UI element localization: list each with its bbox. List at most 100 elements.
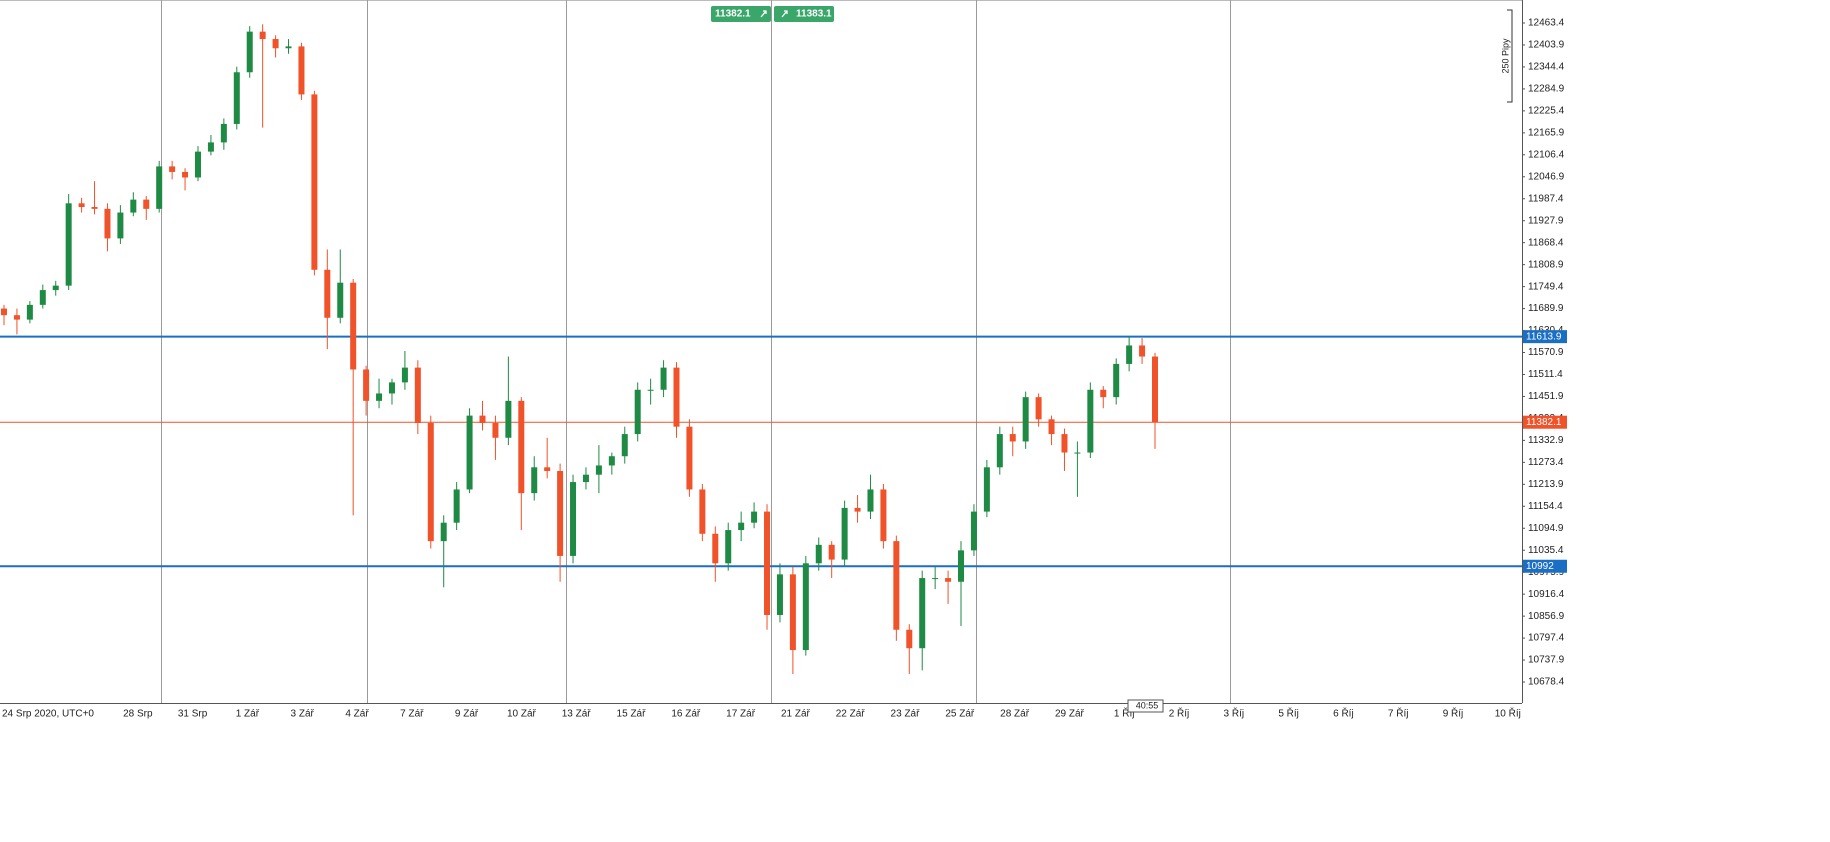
- candle-body: [440, 522, 447, 542]
- trade-button-label[interactable]: 11382.1: [715, 9, 751, 20]
- candle-body: [906, 629, 913, 649]
- x-tick-label: 7 Zář: [400, 709, 424, 720]
- candle-body: [324, 269, 331, 318]
- y-tick-label: 12463.4: [1528, 18, 1565, 29]
- candle-body: [505, 400, 512, 438]
- candle-body: [65, 203, 72, 286]
- candle-body: [557, 470, 564, 556]
- candle-body: [91, 207, 98, 209]
- candle-body: [738, 522, 745, 531]
- candle-body: [634, 389, 641, 435]
- trade-button-bg[interactable]: [711, 6, 771, 22]
- candle-body: [492, 422, 499, 438]
- arrow-icon[interactable]: [781, 10, 788, 18]
- candle-body: [815, 544, 822, 564]
- candle-body: [272, 39, 279, 49]
- y-tick-label: 11987.4: [1528, 193, 1564, 204]
- candle-body: [246, 31, 253, 73]
- trade-button-label[interactable]: 11383.1: [796, 9, 832, 20]
- y-tick-label: 11570.9: [1528, 347, 1564, 358]
- x-tick-label: 5 Říj: [1278, 707, 1299, 720]
- x-tick-label: 6 Říj: [1333, 707, 1354, 720]
- candle-body: [1009, 434, 1016, 442]
- y-tick-label: 12344.4: [1528, 62, 1565, 73]
- candle-body: [1061, 434, 1068, 453]
- candle-body: [1100, 389, 1107, 398]
- candle-body: [182, 171, 189, 178]
- candle-body: [130, 199, 137, 213]
- candle-body: [1152, 356, 1158, 423]
- x-tick-label: 28 Srp: [123, 709, 153, 720]
- candle-body: [104, 208, 111, 239]
- candle-body: [544, 467, 551, 471]
- candle-body: [776, 574, 783, 615]
- y-tick-label: 11451.9: [1528, 391, 1564, 402]
- trade-button-bg[interactable]: [774, 6, 834, 22]
- y-tick-label: 11213.9: [1528, 479, 1564, 490]
- x-tick-label: 23 Zář: [891, 709, 921, 720]
- candle-body: [686, 426, 693, 490]
- y-tick-label: 11868.4: [1528, 237, 1564, 248]
- candle-body: [479, 415, 486, 423]
- candle-body: [78, 203, 85, 208]
- price-tag: [1523, 415, 1567, 429]
- x-tick-label: 28 Zář: [1000, 709, 1030, 720]
- candle-body: [1022, 397, 1029, 442]
- y-tick-label: 10916.4: [1528, 589, 1565, 600]
- candle-body: [945, 578, 952, 582]
- candle-body: [751, 511, 758, 523]
- scale-bracket: [1507, 9, 1513, 103]
- candle-body: [531, 467, 538, 494]
- y-tick-label: 11927.9: [1528, 215, 1564, 226]
- candle-body: [725, 530, 732, 564]
- y-tick-label: 11332.9: [1528, 435, 1564, 446]
- candle-body: [26, 304, 33, 320]
- candle-body: [647, 389, 654, 391]
- x-tick-label: 25 Zář: [945, 709, 975, 720]
- candle-body: [143, 199, 150, 209]
- y-tick-label: 12106.4: [1528, 149, 1565, 160]
- x-tick-label: 3 Říj: [1224, 707, 1245, 720]
- candle-body: [414, 367, 421, 423]
- x-tick-label: 7 Říj: [1388, 707, 1409, 720]
- candle-body: [958, 550, 965, 582]
- y-tick-label: 11808.9: [1528, 259, 1564, 270]
- price-tag: [1523, 330, 1567, 344]
- price-tag-label: 10992: [1526, 561, 1554, 572]
- x-tick-label: 10 Zář: [507, 709, 537, 720]
- candle-body: [1035, 397, 1042, 420]
- y-tick-label: 12046.9: [1528, 171, 1565, 182]
- candle-body: [194, 151, 201, 178]
- candle-body: [388, 382, 395, 394]
- trade-button[interactable]: 11383.1: [774, 6, 834, 22]
- y-tick-label: 12165.9: [1528, 127, 1565, 138]
- candle-body: [996, 434, 1003, 468]
- candle-body: [699, 489, 706, 534]
- y-tick-label: 11273.4: [1528, 457, 1564, 468]
- price-tag-label: 11613.9: [1526, 331, 1562, 342]
- candle-body: [453, 489, 460, 523]
- candle-body: [595, 465, 602, 475]
- candle-body: [156, 166, 163, 209]
- candle-body: [220, 123, 227, 143]
- x-tick-label: 1 Zář: [236, 709, 260, 720]
- candle-body: [621, 434, 628, 457]
- y-tick-label: 12403.9: [1528, 40, 1565, 51]
- candle-body: [1048, 419, 1055, 435]
- scale-label: 250 Pipy: [1500, 38, 1510, 74]
- candle-body: [789, 574, 796, 651]
- candle-body: [401, 367, 408, 383]
- candle-body: [285, 46, 292, 49]
- candle-body: [608, 456, 615, 466]
- candle-body: [828, 544, 835, 560]
- candle-body: [841, 507, 848, 560]
- trade-button[interactable]: 11382.1: [711, 6, 771, 22]
- week-separators: [161, 0, 1231, 703]
- arrow-icon[interactable]: [760, 10, 767, 18]
- x-tick-label: 21 Zář: [781, 709, 811, 720]
- candle-body: [880, 489, 887, 542]
- candle-body: [233, 72, 240, 124]
- candle-body: [207, 142, 214, 152]
- x-tick-label: 17 Zář: [726, 709, 756, 720]
